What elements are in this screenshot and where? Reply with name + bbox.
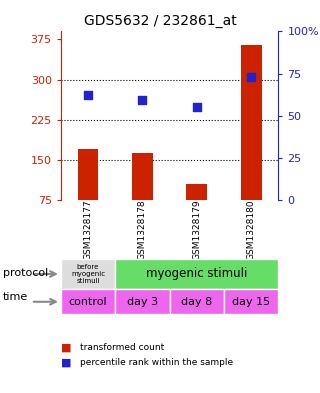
Text: myogenic stimuli: myogenic stimuli [146, 268, 247, 281]
Text: control: control [69, 297, 107, 307]
Bar [224, 289, 278, 314]
Bar [61, 289, 115, 314]
Text: day 15: day 15 [232, 297, 270, 307]
Text: ■: ■ [61, 343, 71, 353]
Text: day 8: day 8 [181, 297, 212, 307]
Text: day 3: day 3 [127, 297, 158, 307]
Text: percentile rank within the sample: percentile rank within the sample [80, 358, 233, 367]
Bar [61, 259, 115, 289]
Text: GSM1328177: GSM1328177 [84, 199, 92, 260]
Text: transformed count: transformed count [80, 343, 164, 352]
Text: GSM1328179: GSM1328179 [192, 199, 201, 260]
Point [194, 104, 199, 110]
Text: time: time [3, 292, 28, 302]
Text: before
myogenic
stimuli: before myogenic stimuli [71, 264, 105, 284]
Text: protocol: protocol [3, 268, 48, 278]
Point [140, 97, 145, 104]
Text: GDS5632 / 232861_at: GDS5632 / 232861_at [84, 14, 236, 28]
Bar [115, 259, 278, 289]
Bar [132, 153, 153, 200]
Bar [241, 45, 261, 200]
Point [249, 74, 254, 80]
Bar [170, 289, 224, 314]
Text: ■: ■ [61, 357, 71, 367]
Bar [78, 149, 98, 200]
Text: GSM1328180: GSM1328180 [247, 199, 256, 260]
Text: GSM1328178: GSM1328178 [138, 199, 147, 260]
Bar [187, 184, 207, 200]
Bar [115, 289, 170, 314]
Point [85, 92, 91, 99]
